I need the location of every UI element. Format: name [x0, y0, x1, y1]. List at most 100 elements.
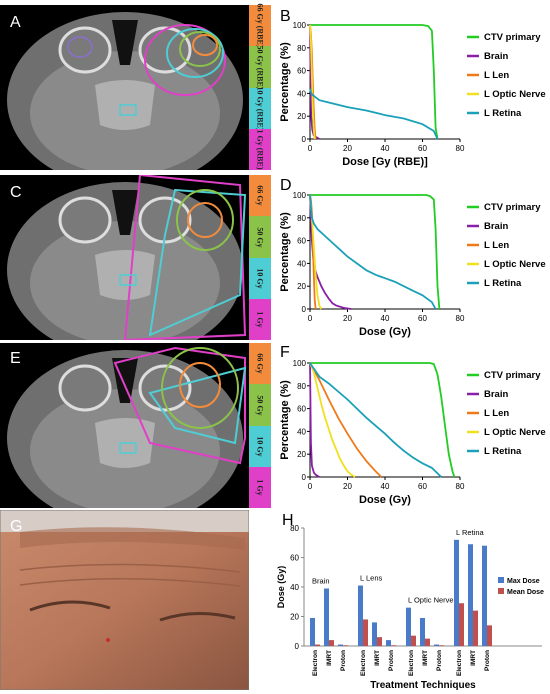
scale-50: 50 Gy [249, 216, 271, 258]
series-line-l-retina [309, 194, 437, 310]
category-label: Electron [408, 650, 415, 676]
y-tick-label: 40 [290, 583, 299, 592]
series-line-l-optic-nerve [309, 362, 356, 478]
y-tick-label: 60 [297, 237, 306, 246]
ct-image-a [0, 5, 249, 170]
bar-mean-dose [411, 635, 416, 646]
bar-max-dose [338, 644, 343, 646]
y-tick-label: 60 [290, 554, 299, 563]
y-tick-label: 60 [297, 405, 306, 414]
scale-10: 10 Gy (RBE) [249, 87, 271, 131]
category-label: IMRT [470, 650, 477, 666]
category-label: Proton [436, 650, 443, 671]
y-tick-label: 80 [297, 382, 306, 391]
bar-mean-dose [377, 637, 382, 646]
x-tick-label: 20 [343, 482, 352, 491]
series-line-brain [309, 194, 352, 310]
panel-label-g: G [10, 518, 23, 535]
scale-66: 66 Gy [249, 175, 271, 216]
panel-label-f: F [280, 344, 290, 361]
y-tick-label: 40 [297, 89, 306, 98]
category-label: Electron [456, 650, 463, 676]
bar-max-dose [468, 544, 473, 646]
x-tick-label: 20 [343, 314, 352, 323]
panel-label-e: E [10, 350, 21, 367]
legend-entry: L Len [484, 70, 509, 81]
category-label: IMRT [422, 650, 429, 666]
bar-mean-dose [391, 645, 396, 646]
legend-swatch [498, 577, 504, 583]
series-line-l-len [309, 362, 382, 478]
y-tick-label: 40 [297, 427, 306, 436]
x-axis-label: Treatment Techniques [370, 680, 476, 690]
category-label: IMRT [374, 650, 381, 666]
y-tick-label: 20 [297, 112, 306, 121]
y-tick-label: 60 [297, 67, 306, 76]
legend-entry: CTV primary [484, 32, 541, 43]
x-tick-label: 0 [308, 314, 313, 323]
x-tick-label: 40 [381, 144, 390, 153]
bar-max-dose [324, 588, 329, 646]
x-axis-label: Dose (Gy) [359, 326, 411, 338]
group-label: Brain [312, 576, 330, 585]
bar-max-dose [386, 640, 391, 646]
y-tick-label: 20 [297, 450, 306, 459]
bar-max-dose [310, 617, 315, 646]
scale-10: 10 Gy [249, 426, 271, 467]
group-label: L Optic Nerve [408, 596, 454, 605]
x-tick-label: 40 [381, 482, 390, 491]
y-tick-label: 80 [290, 524, 299, 533]
dvh-chart-b: 0 20 40 60 80 100 0 20 40 60 80 Dose [Gy (RBE)] Perc… [279, 21, 546, 168]
legend-swatch [498, 588, 504, 594]
panel-label-d: D [280, 177, 292, 194]
y-tick-label: 0 [302, 305, 307, 314]
group-label: L Retina [456, 528, 484, 537]
legend-entry: L Retina [484, 108, 522, 119]
scale-50: 50 Gy (RBE) [249, 45, 271, 89]
panel-label-b: B [280, 8, 291, 25]
patient-photo-image [0, 510, 249, 690]
category-label: IMRT [326, 650, 333, 666]
scale-10: 10 Gy [249, 258, 271, 299]
panel-label-c: C [10, 184, 22, 201]
bar-mean-dose [459, 603, 464, 646]
bar-max-dose [454, 539, 459, 646]
category-label: Proton [484, 650, 491, 671]
y-tick-label: 0 [302, 473, 307, 482]
y-tick-label: 100 [293, 359, 307, 368]
bar-max-dose [420, 617, 425, 646]
dvh-chart-d: 0 20 40 60 80 100 0 20 40 60 80 Dose (Gy) Percentage… [279, 191, 546, 338]
y-tick-label: 80 [297, 214, 306, 223]
y-axis-label: Percentage (%) [279, 380, 291, 460]
x-tick-label: 60 [418, 314, 427, 323]
scale-1: 1 Gy [249, 299, 271, 340]
group-label: L Lens [360, 574, 382, 583]
bar-mean-dose [425, 638, 430, 646]
series-line-ctv-primary [310, 194, 441, 310]
scale-66: 66 Gy [249, 343, 271, 384]
y-tick-label: 100 [293, 21, 307, 30]
legend-entry: L Optic Nerve [484, 89, 546, 100]
legend-entry: Brain [484, 389, 508, 400]
series-line-ctv-primary [310, 362, 456, 478]
legend-entry: Max Dose [507, 578, 540, 585]
legend-entry: L Retina [484, 278, 522, 289]
panel-label-h: H [282, 512, 294, 529]
x-tick-label: 60 [418, 144, 427, 153]
scale-1: 1 Gy [249, 467, 271, 508]
legend-entry: L Optic Nerve [484, 259, 546, 270]
x-tick-label: 0 [308, 144, 313, 153]
bar-max-dose [358, 585, 363, 646]
bar-max-dose [372, 622, 377, 646]
y-tick-label: 80 [297, 44, 306, 53]
y-axis-label: Percentage (%) [279, 42, 291, 122]
x-tick-label: 40 [381, 314, 390, 323]
series-line-l-retina [309, 362, 442, 478]
bar-max-dose [434, 644, 439, 646]
panel-label-a: A [10, 14, 21, 31]
bar-mean-dose [487, 625, 492, 646]
y-axis-label: Percentage (%) [279, 212, 291, 292]
legend-entry: Mean Dose [507, 589, 544, 596]
x-tick-label: 60 [418, 482, 427, 491]
x-tick-label: 20 [343, 144, 352, 153]
